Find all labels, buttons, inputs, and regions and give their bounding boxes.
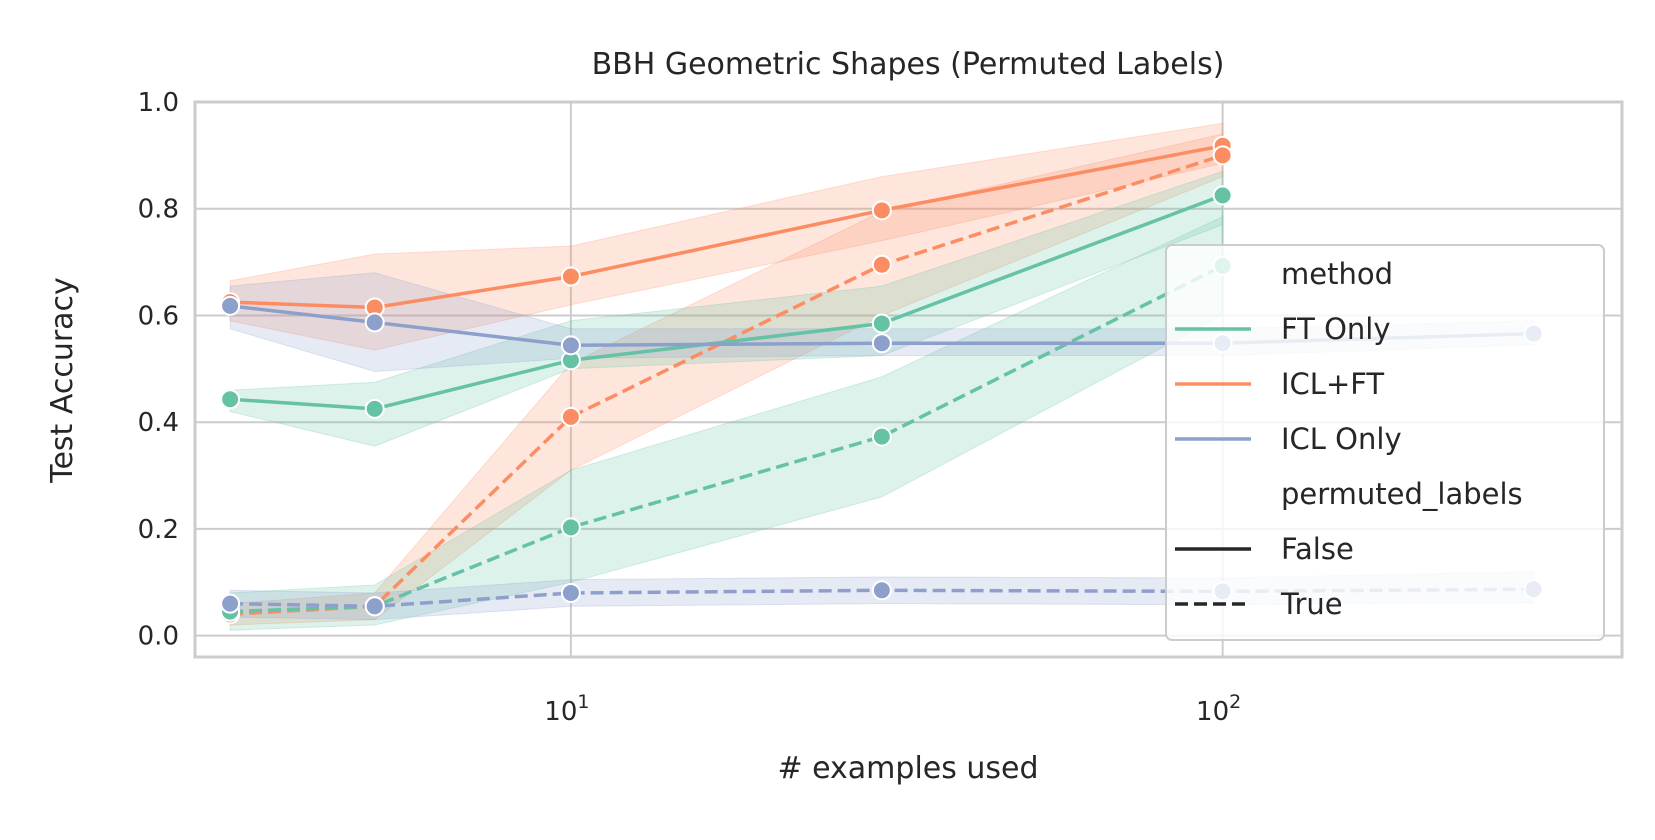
legend-title-method: method [1281,257,1393,291]
x-axis-ticks: 101 102 [544,691,1241,727]
legend: method FT Only ICL+FT ICL Only permuted_labe… [1165,244,1605,641]
y-tick-label: 1.0 [138,88,179,118]
legend-item-label: False [1281,532,1354,566]
y-axis-ticks: 0.0 0.2 0.4 0.6 0.8 1.0 [138,88,179,652]
x-tick-label: 101 [544,691,589,727]
data-point [220,389,241,410]
x-tick-label: 102 [1196,691,1241,727]
y-axis-label: Test Accuracy [45,277,80,484]
data-point [364,596,385,617]
plot-frame [193,100,1624,659]
legend-item-label: ICL Only [1281,422,1402,456]
data-point [871,200,892,221]
data-point [871,313,892,334]
data-point [560,406,581,427]
legend-item-label: ICL+FT [1281,367,1384,401]
confidence-band [229,133,1224,626]
data-point [871,580,892,601]
data-point [871,333,892,354]
y-tick-label: 0.4 [138,408,179,438]
y-tick-label: 0.6 [138,301,179,331]
y-tick-label: 0.0 [138,622,179,652]
data-point [871,426,892,447]
y-tick-label: 0.2 [138,515,179,545]
legend-item-label: True [1280,587,1343,621]
x-axis-label: # examples used [777,751,1038,786]
data-point [364,312,385,333]
data-point [220,593,241,614]
legend-item-label: FT Only [1281,312,1391,346]
chart-title: BBH Geometric Shapes (Permuted Labels) [592,47,1225,82]
data-point [560,266,581,287]
data-point [871,254,892,275]
series-line [230,264,1224,614]
data-point [560,582,581,603]
y-tick-label: 0.8 [138,195,179,225]
data-point [560,517,581,538]
data-point [560,335,581,356]
legend-title-permuted-labels: permuted_labels [1281,477,1523,511]
confidence-band [229,170,1224,447]
data-point [364,398,385,419]
legend-box [1165,244,1605,641]
data-point [220,295,241,316]
data-point [1212,145,1233,166]
series-line [230,587,1534,609]
data-point [1212,185,1233,206]
